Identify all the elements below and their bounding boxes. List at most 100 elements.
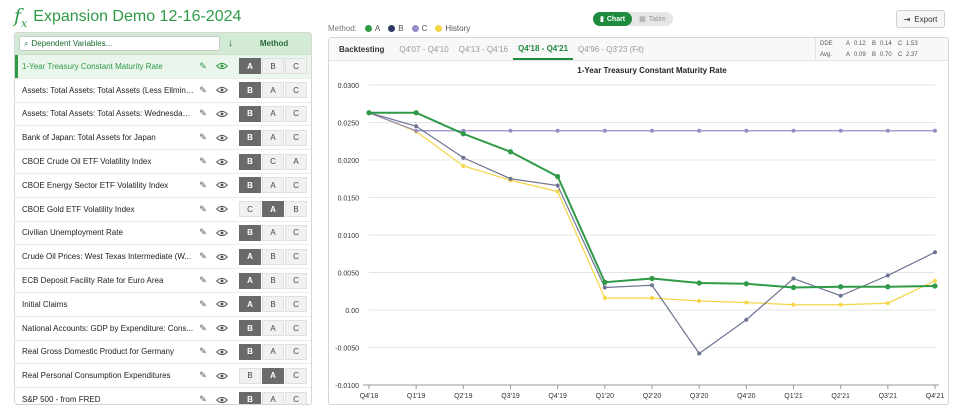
variable-label[interactable]: 1-Year Treasury Constant Maturity Rate <box>22 61 163 71</box>
variable-label[interactable]: CBOE Gold ETF Volatility Index <box>22 204 135 214</box>
variable-row[interactable]: Assets: Total Assets: Total Assets (Less… <box>15 79 311 103</box>
variable-label[interactable]: CBOE Crude Oil ETF Volatility Index <box>22 157 152 167</box>
method-option-button[interactable]: C <box>285 296 307 313</box>
variable-label[interactable]: Assets: Total Assets: Total Assets: Wedn… <box>22 109 194 119</box>
variable-row[interactable]: National Accounts: GDP by Expenditure: C… <box>15 317 311 341</box>
variable-row[interactable]: Real Gross Domestic Product for Germany ✎… <box>15 341 311 365</box>
method-option-button[interactable]: A <box>285 153 307 170</box>
variable-label[interactable]: Bank of Japan: Total Assets for Japan <box>22 133 156 143</box>
pencil-icon[interactable]: ✎ <box>199 298 207 309</box>
method-option-button[interactable]: B <box>262 248 284 265</box>
eye-icon[interactable] <box>215 133 229 143</box>
pencil-icon[interactable]: ✎ <box>199 370 207 381</box>
method-option-button[interactable]: C <box>285 367 307 384</box>
method-option-button[interactable]: C <box>262 153 284 170</box>
variable-row[interactable]: Real Personal Consumption Expenditures ✎ B… <box>15 364 311 389</box>
method-option-button[interactable]: A <box>239 248 261 265</box>
eye-icon[interactable] <box>215 347 229 357</box>
method-option-button[interactable]: B <box>239 129 261 146</box>
method-option-button[interactable]: B <box>239 105 261 122</box>
table-view-button[interactable]: ▦ Table <box>639 15 666 24</box>
variable-label[interactable]: Crude Oil Prices: West Texas Intermediat… <box>22 252 192 262</box>
pencil-icon[interactable]: ✎ <box>199 179 207 190</box>
method-option-button[interactable]: C <box>285 224 307 241</box>
method-option-button[interactable]: C <box>285 177 307 194</box>
tab-period-2[interactable]: Q4'13 - Q4'16 <box>458 44 508 54</box>
pencil-icon[interactable]: ✎ <box>199 394 207 405</box>
variable-row[interactable]: ECB Deposit Facility Rate for Euro Area ✎… <box>15 269 311 293</box>
method-option-button[interactable]: A <box>262 391 284 404</box>
method-option-button[interactable]: A <box>262 105 284 122</box>
method-option-button[interactable]: A <box>239 296 261 313</box>
sort-down-icon[interactable]: ↓ <box>227 38 233 49</box>
method-option-button[interactable]: C <box>285 129 307 146</box>
eye-icon[interactable] <box>215 299 229 309</box>
eye-icon[interactable] <box>215 323 229 333</box>
method-option-button[interactable]: A <box>262 224 284 241</box>
eye-icon[interactable] <box>215 85 229 95</box>
pencil-icon[interactable]: ✎ <box>199 227 207 238</box>
search-input[interactable] <box>31 39 202 48</box>
pencil-icon[interactable]: ✎ <box>199 156 207 167</box>
method-option-button[interactable]: C <box>285 248 307 265</box>
eye-icon[interactable] <box>215 371 229 381</box>
method-option-button[interactable]: C <box>285 343 307 360</box>
legend-item-history[interactable]: History <box>435 24 470 33</box>
pencil-icon[interactable]: ✎ <box>199 132 207 143</box>
method-option-button[interactable]: C <box>285 320 307 337</box>
method-option-button[interactable]: A <box>262 320 284 337</box>
tab-period-1[interactable]: Q4'07 - Q4'10 <box>399 44 449 54</box>
variable-row[interactable]: CBOE Crude Oil ETF Volatility Index ✎ B C A <box>15 150 311 174</box>
method-option-button[interactable]: B <box>239 82 261 99</box>
method-option-button[interactable]: B <box>262 58 284 75</box>
method-option-button[interactable]: B <box>239 391 261 404</box>
variable-row[interactable]: CBOE Gold ETF Volatility Index ✎ C A B <box>15 198 311 222</box>
method-option-button[interactable]: A <box>239 272 261 289</box>
method-option-button[interactable]: B <box>262 272 284 289</box>
method-option-button[interactable]: B <box>239 367 261 384</box>
method-option-button[interactable]: B <box>285 201 307 218</box>
variable-label[interactable]: Civilian Unemployment Rate <box>22 228 123 238</box>
method-option-button[interactable]: A <box>262 201 284 218</box>
chart-view-button[interactable]: ▮ Chart <box>593 12 633 26</box>
pencil-icon[interactable]: ✎ <box>199 346 207 357</box>
variable-row[interactable]: Civilian Unemployment Rate ✎ B A C <box>15 222 311 246</box>
eye-icon[interactable] <box>215 252 229 262</box>
pencil-icon[interactable]: ✎ <box>199 251 207 262</box>
variable-label[interactable]: National Accounts: GDP by Expenditure: C… <box>22 323 194 333</box>
variable-row[interactable]: CBOE Energy Sector ETF Volatility Index ✎… <box>15 174 311 198</box>
method-option-button[interactable]: C <box>285 391 307 404</box>
search-box[interactable]: ⌕ <box>19 36 220 51</box>
pencil-icon[interactable]: ✎ <box>199 322 207 333</box>
eye-icon[interactable] <box>215 109 229 119</box>
method-option-button[interactable]: B <box>239 320 261 337</box>
variable-row[interactable]: Initial Claims ✎ A B C <box>15 293 311 317</box>
legend-item-b[interactable]: B <box>388 24 404 33</box>
eye-icon[interactable] <box>215 228 229 238</box>
method-option-button[interactable]: A <box>262 177 284 194</box>
pencil-icon[interactable]: ✎ <box>199 108 207 119</box>
variable-row[interactable]: S&P 500 - from FRED ✎ B A C <box>15 388 311 405</box>
method-option-button[interactable]: B <box>239 153 261 170</box>
method-option-button[interactable]: C <box>285 272 307 289</box>
method-option-button[interactable]: B <box>262 296 284 313</box>
method-option-button[interactable]: A <box>239 58 261 75</box>
eye-icon[interactable] <box>215 180 229 190</box>
variable-row[interactable]: Bank of Japan: Total Assets for Japan ✎ B A… <box>15 126 311 151</box>
method-option-button[interactable]: C <box>285 105 307 122</box>
tab-period-fit[interactable]: Q4'96 - Q3'23 (Fit) <box>578 44 644 54</box>
pencil-icon[interactable]: ✎ <box>199 275 207 286</box>
method-option-button[interactable]: B <box>239 177 261 194</box>
variable-label[interactable]: ECB Deposit Facility Rate for Euro Area <box>22 276 164 286</box>
method-option-button[interactable]: B <box>239 224 261 241</box>
variable-label[interactable]: Initial Claims <box>22 299 68 309</box>
eye-icon[interactable] <box>215 204 229 214</box>
method-option-button[interactable]: B <box>239 343 261 360</box>
eye-icon[interactable] <box>215 276 229 286</box>
pencil-icon[interactable]: ✎ <box>199 203 207 214</box>
method-option-button[interactable]: A <box>262 367 284 384</box>
export-button[interactable]: ⇥ Export <box>896 10 945 28</box>
method-option-button[interactable]: A <box>262 129 284 146</box>
variable-label[interactable]: CBOE Energy Sector ETF Volatility Index <box>22 180 169 190</box>
pencil-icon[interactable]: ✎ <box>199 60 207 71</box>
